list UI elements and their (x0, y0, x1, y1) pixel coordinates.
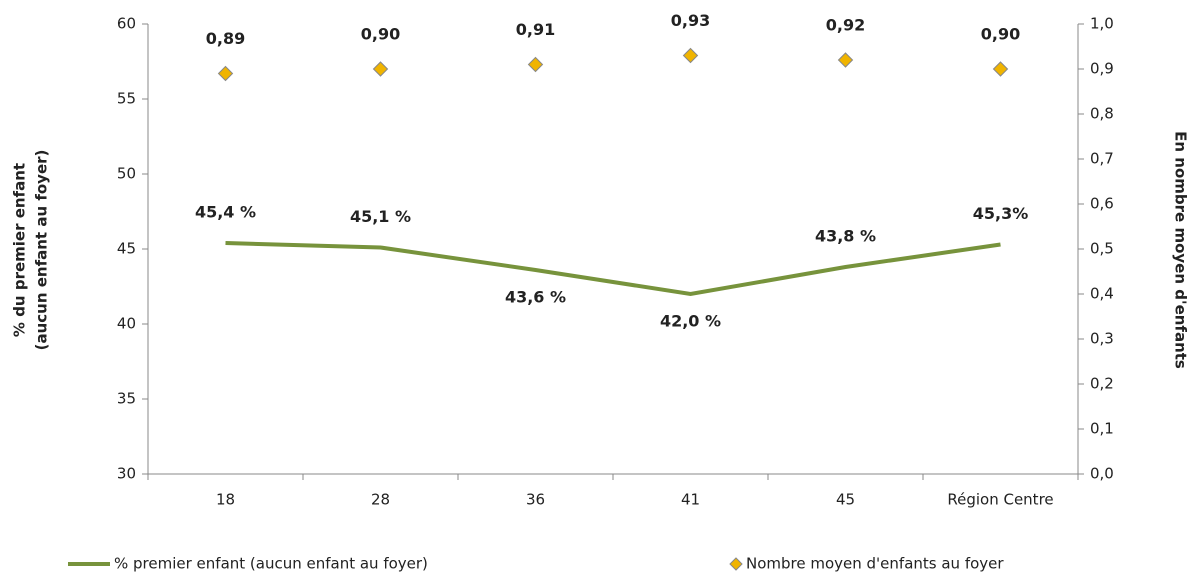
marker (992, 61, 1009, 77)
y-axis-title: % du premier enfant (11, 163, 29, 337)
x-tick-label: 41 (681, 491, 700, 509)
y-tick-label: 55 (117, 90, 136, 108)
value-label: 43,8 % (815, 227, 876, 246)
y2-axis-title: En nombre moyen d'enfants (1172, 131, 1190, 369)
value-label: 0,93 (671, 11, 710, 30)
legend-label: % premier enfant (aucun enfant au foyer) (114, 555, 428, 573)
y2-tick-label: 0,3 (1090, 330, 1114, 348)
value-label: 42,0 % (660, 312, 721, 331)
value-label: 45,1 % (350, 207, 411, 226)
value-label: 0,89 (206, 29, 245, 48)
x-tick-label: 36 (526, 491, 545, 509)
y2-tick-label: 0,7 (1090, 150, 1114, 168)
marker (527, 56, 544, 73)
value-label: 45,4 % (195, 203, 256, 222)
x-tick-label: 18 (216, 491, 235, 509)
y-tick-label: 50 (117, 165, 136, 183)
y2-tick-label: 0,2 (1090, 375, 1114, 393)
y2-tick-label: 0,4 (1090, 285, 1114, 303)
y-tick-label: 30 (117, 465, 136, 483)
marker (682, 47, 699, 64)
value-label: 0,90 (981, 25, 1020, 44)
y2-tick-label: 0,6 (1090, 195, 1114, 213)
y-tick-label: 60 (117, 15, 136, 33)
marker (217, 65, 234, 82)
y2-tick-label: 1,0 (1090, 15, 1114, 33)
y-tick-label: 40 (117, 315, 136, 333)
y-axis-title: (aucun enfant au foyer) (33, 150, 51, 351)
x-tick-label: 28 (371, 491, 390, 509)
y2-tick-label: 0,8 (1090, 105, 1114, 123)
legend-swatch (729, 557, 743, 571)
value-label: 43,6 % (505, 288, 566, 307)
y-tick-label: 35 (117, 390, 136, 408)
y2-tick-label: 0,1 (1090, 420, 1114, 438)
marker (837, 52, 854, 68)
x-tick-label: 45 (836, 491, 855, 509)
legend-label: Nombre moyen d'enfants au foyer (746, 555, 1004, 573)
value-label: 45,3% (973, 204, 1029, 223)
value-label: 0,92 (826, 16, 865, 35)
value-label: 0,91 (516, 20, 555, 39)
value-label: 0,90 (361, 25, 400, 44)
y2-tick-label: 0,9 (1090, 60, 1114, 78)
line (225, 241, 1001, 297)
marker (372, 61, 389, 77)
y2-tick-label: 0,5 (1090, 240, 1114, 258)
x-tick-label: Région Centre (947, 491, 1053, 509)
y2-tick-label: 0,0 (1090, 465, 1114, 483)
y-tick-label: 45 (117, 240, 136, 258)
